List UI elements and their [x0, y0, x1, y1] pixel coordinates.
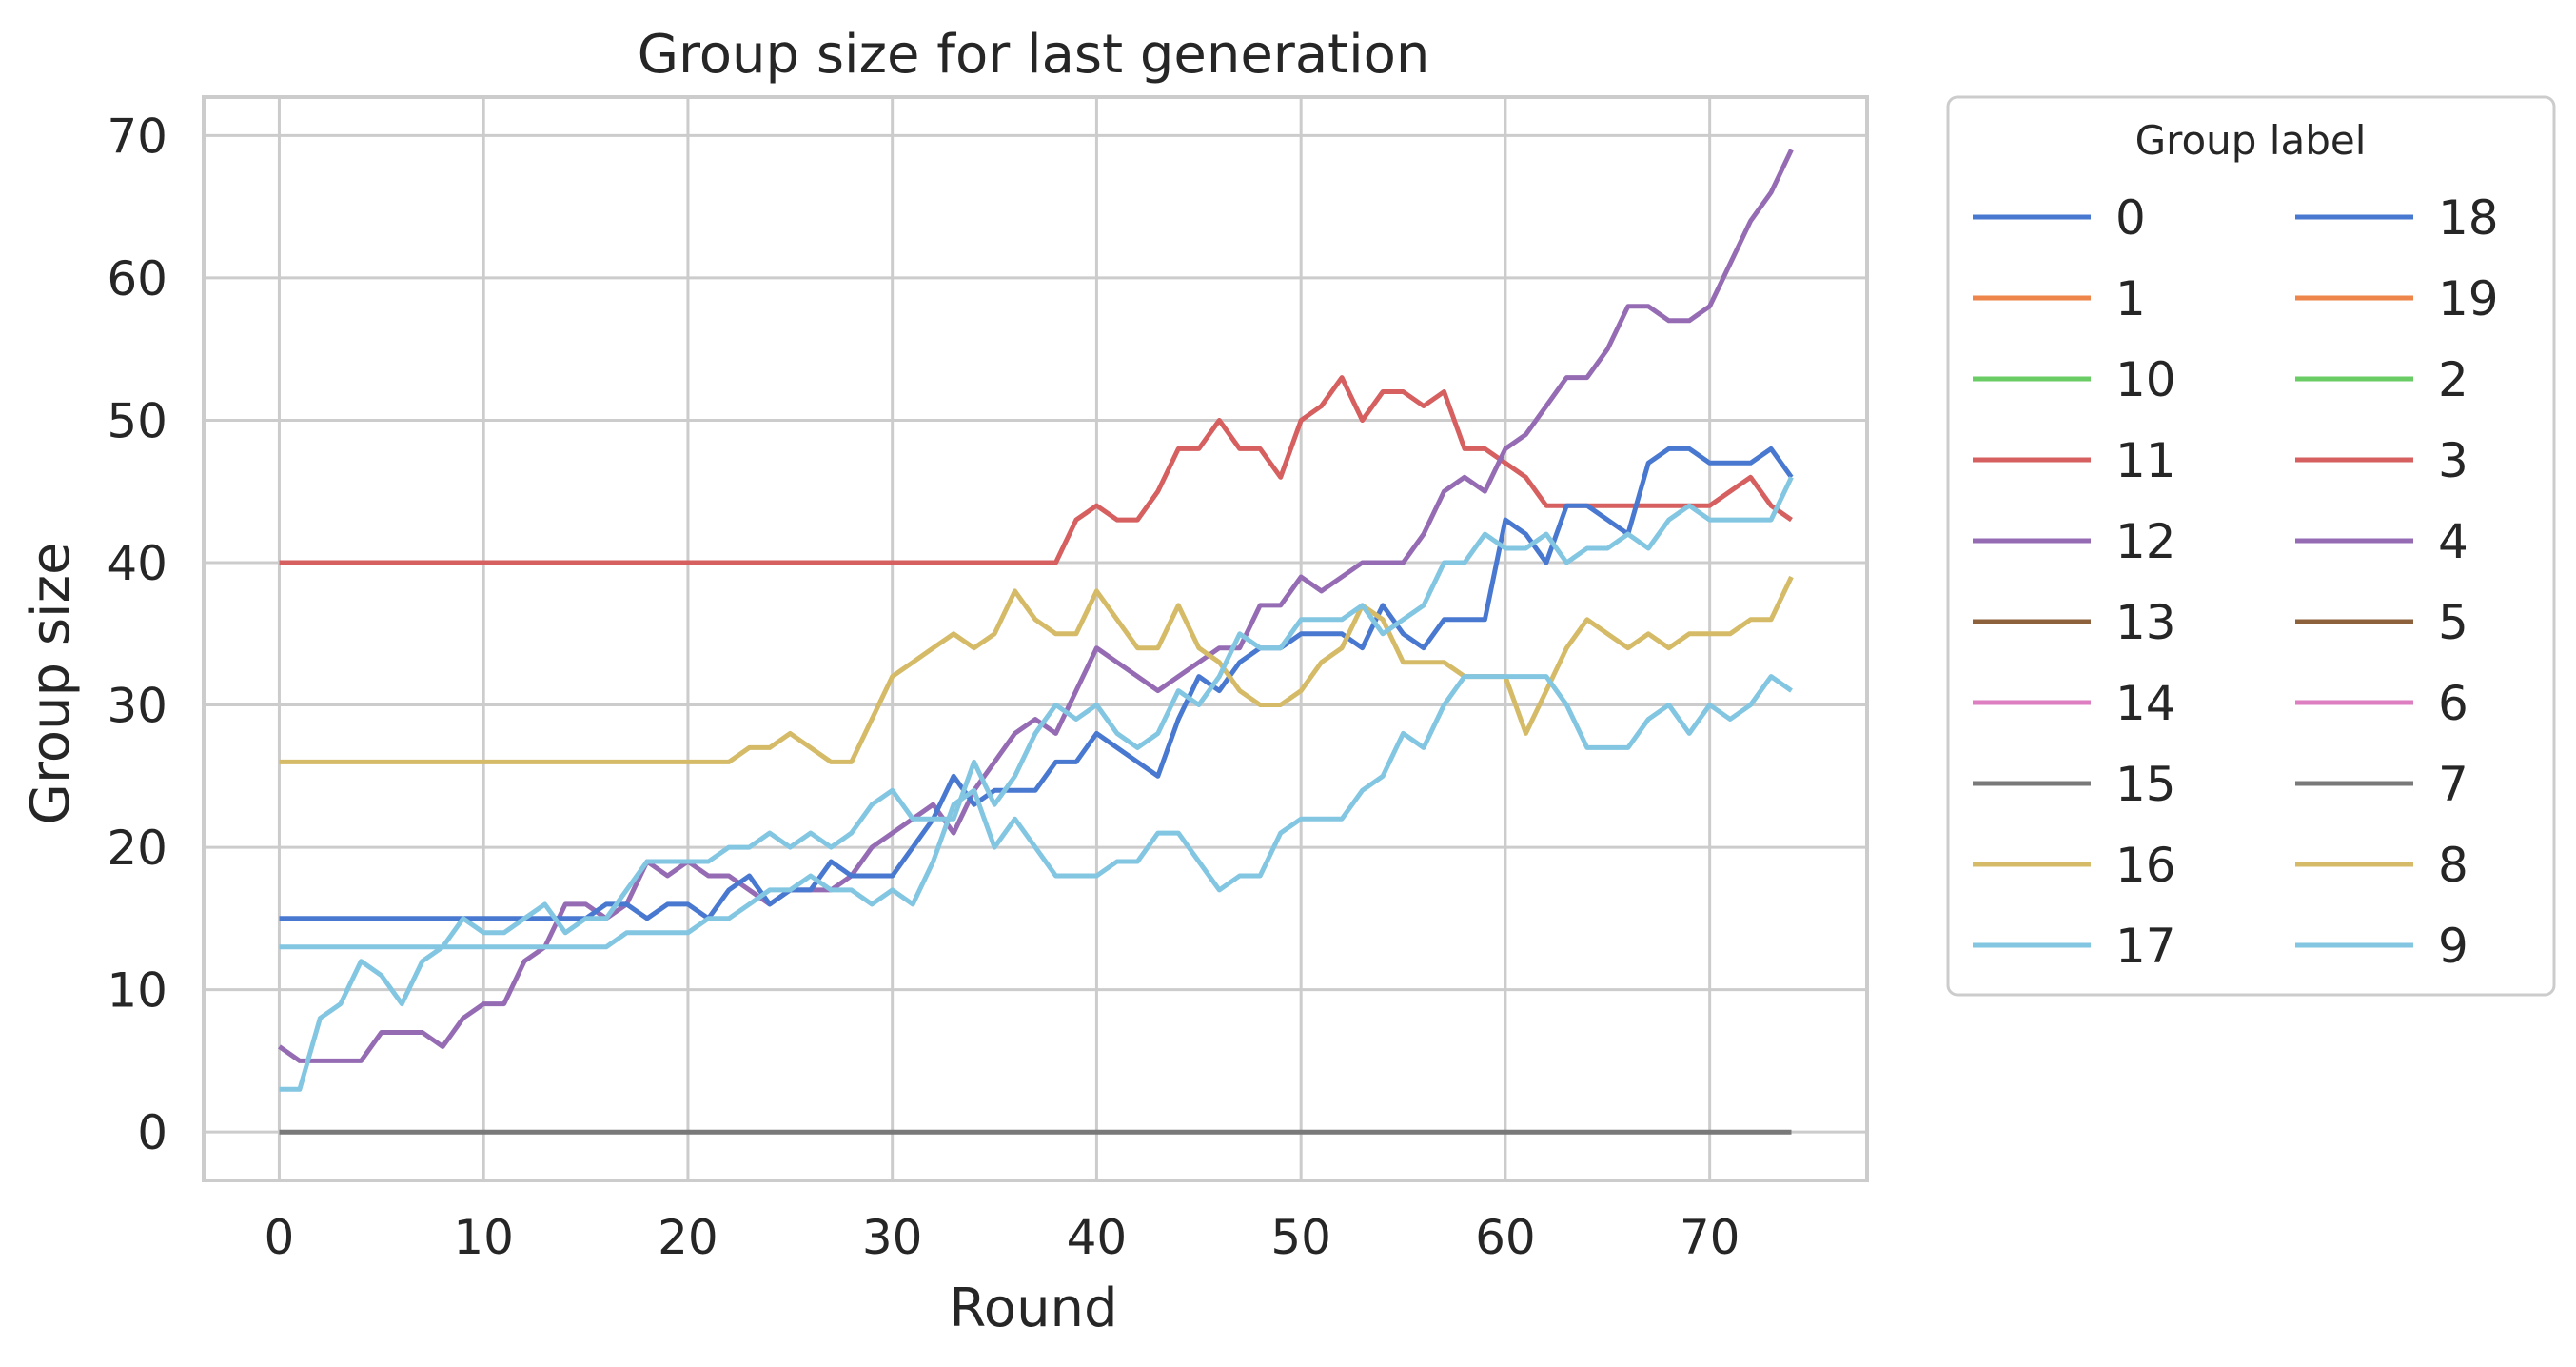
- series-line: [279, 375, 1793, 565]
- series-line: [278, 149, 1794, 1063]
- legend-label: 2: [2438, 352, 2468, 407]
- legend-label: 19: [2438, 271, 2499, 327]
- x-tick-label: 70: [1680, 1210, 1740, 1265]
- y-tick-label: 0: [137, 1105, 167, 1160]
- y-tick-label: 50: [107, 393, 167, 448]
- legend-label: 7: [2438, 757, 2468, 812]
- legend-label: 15: [2115, 757, 2176, 812]
- legend-entries: 0 1 10 11 12 13 14 15 16 17 18 19 2 3 4 5 6 7 8 9: [1973, 190, 2499, 974]
- series-line: [279, 674, 1793, 950]
- x-tick-label: 40: [1067, 1210, 1128, 1265]
- legend-label: 11: [2115, 433, 2176, 488]
- legend-label: 1: [2115, 271, 2146, 327]
- x-tick-label: 20: [658, 1210, 718, 1265]
- legend-label: 8: [2438, 838, 2468, 893]
- legend-label: 3: [2438, 433, 2468, 488]
- legend-label: 0: [2115, 190, 2146, 246]
- y-tick-label: 10: [107, 963, 167, 1019]
- legend-label: 13: [2115, 595, 2176, 650]
- series-line: [279, 575, 1794, 764]
- x-tick-label: 50: [1270, 1210, 1331, 1265]
- series-line: [279, 446, 1794, 921]
- legend-label: 4: [2438, 514, 2468, 569]
- legend-label: 5: [2438, 595, 2468, 650]
- legend-label: 6: [2438, 676, 2468, 731]
- y-tick-label: 60: [107, 251, 167, 307]
- legend-label: 16: [2115, 838, 2176, 893]
- y-tick-label: 70: [107, 109, 167, 164]
- y-axis-label: Group size: [20, 543, 82, 825]
- x-tick-label: 30: [862, 1210, 923, 1265]
- legend: Group label 0 1 10 11 12 13 14 15 16 17 18 19 2 3 4 5 6 7…: [1946, 95, 2556, 997]
- legend-label: 10: [2115, 352, 2176, 407]
- legend-title: Group label: [2135, 117, 2367, 164]
- x-tick-label: 10: [453, 1210, 514, 1265]
- y-tick-label: 20: [107, 821, 167, 876]
- series-layer: [278, 149, 1794, 1135]
- legend-box: [1946, 95, 2556, 997]
- legend-label: 18: [2438, 190, 2499, 246]
- legend-label: 12: [2115, 514, 2176, 569]
- legend-label: 17: [2115, 919, 2176, 974]
- x-tick-label: 0: [265, 1210, 295, 1265]
- y-tick-label: 40: [107, 536, 167, 591]
- y-tick-label: 30: [107, 679, 167, 734]
- chart-title: Group size for last generation: [638, 24, 1430, 86]
- tick-labels: 0 10 20 30 40 50 60 70 0 10 20 30 40 50 60 70: [107, 109, 1740, 1265]
- legend-label: 14: [2115, 676, 2176, 731]
- legend-label: 9: [2438, 919, 2468, 974]
- x-axis-label: Round: [949, 1278, 1117, 1339]
- x-tick-label: 60: [1475, 1210, 1536, 1265]
- plot-frame: [202, 95, 1869, 1182]
- series-line: [279, 476, 1794, 1092]
